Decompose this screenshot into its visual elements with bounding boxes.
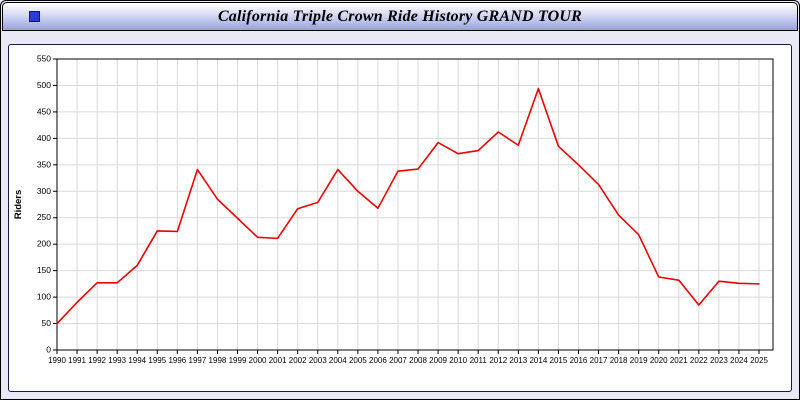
chart-panel: 0 50 100 150 200 250 300 350 400 450 500 550 1990 199…: [8, 44, 792, 392]
svg-text:1993: 1993: [108, 356, 126, 365]
svg-text:1994: 1994: [128, 356, 146, 365]
svg-text:400: 400: [37, 133, 51, 143]
svg-text:2011: 2011: [470, 356, 488, 365]
svg-text:550: 550: [37, 54, 51, 64]
svg-text:2024: 2024: [730, 356, 748, 365]
svg-text:1995: 1995: [148, 356, 166, 365]
svg-text:2014: 2014: [529, 356, 547, 365]
svg-text:250: 250: [37, 212, 51, 222]
svg-text:2025: 2025: [750, 356, 768, 365]
svg-text:2017: 2017: [590, 356, 608, 365]
svg-text:1992: 1992: [88, 356, 106, 365]
svg-text:1996: 1996: [168, 356, 186, 365]
svg-text:300: 300: [37, 186, 51, 196]
svg-text:1991: 1991: [68, 356, 86, 365]
page-title: California Triple Crown Ride History GRA…: [217, 7, 583, 25]
svg-text:2003: 2003: [309, 356, 327, 365]
svg-text:0: 0: [46, 345, 51, 355]
svg-text:50: 50: [42, 318, 52, 328]
svg-text:500: 500: [37, 80, 51, 90]
svg-text:1990: 1990: [48, 356, 66, 365]
svg-text:2020: 2020: [650, 356, 668, 365]
svg-text:2001: 2001: [269, 356, 287, 365]
svg-text:2007: 2007: [389, 356, 407, 365]
svg-text:2021: 2021: [670, 356, 688, 365]
y-axis-label: Riders: [13, 190, 24, 220]
svg-text:2000: 2000: [249, 356, 267, 365]
svg-text:100: 100: [37, 292, 51, 302]
svg-text:2013: 2013: [509, 356, 527, 365]
title-bar: California Triple Crown Ride History GRA…: [2, 2, 798, 31]
svg-text:1998: 1998: [209, 356, 227, 365]
svg-text:2018: 2018: [610, 356, 628, 365]
svg-text:2002: 2002: [289, 356, 307, 365]
svg-text:2005: 2005: [349, 356, 367, 365]
svg-text:350: 350: [37, 159, 51, 169]
svg-text:2008: 2008: [409, 356, 427, 365]
svg-text:450: 450: [37, 106, 51, 116]
svg-text:2022: 2022: [690, 356, 708, 365]
svg-text:2023: 2023: [710, 356, 728, 365]
svg-text:2012: 2012: [489, 356, 507, 365]
svg-text:2015: 2015: [550, 356, 568, 365]
svg-text:2019: 2019: [630, 356, 648, 365]
svg-text:2004: 2004: [329, 356, 347, 365]
svg-text:2006: 2006: [369, 356, 387, 365]
svg-text:2010: 2010: [449, 356, 467, 365]
svg-text:150: 150: [37, 265, 51, 275]
blue-square-icon: [29, 11, 40, 22]
svg-text:1997: 1997: [189, 356, 207, 365]
svg-text:2016: 2016: [570, 356, 588, 365]
svg-text:2009: 2009: [429, 356, 447, 365]
svg-text:1999: 1999: [229, 356, 247, 365]
svg-text:200: 200: [37, 239, 51, 249]
